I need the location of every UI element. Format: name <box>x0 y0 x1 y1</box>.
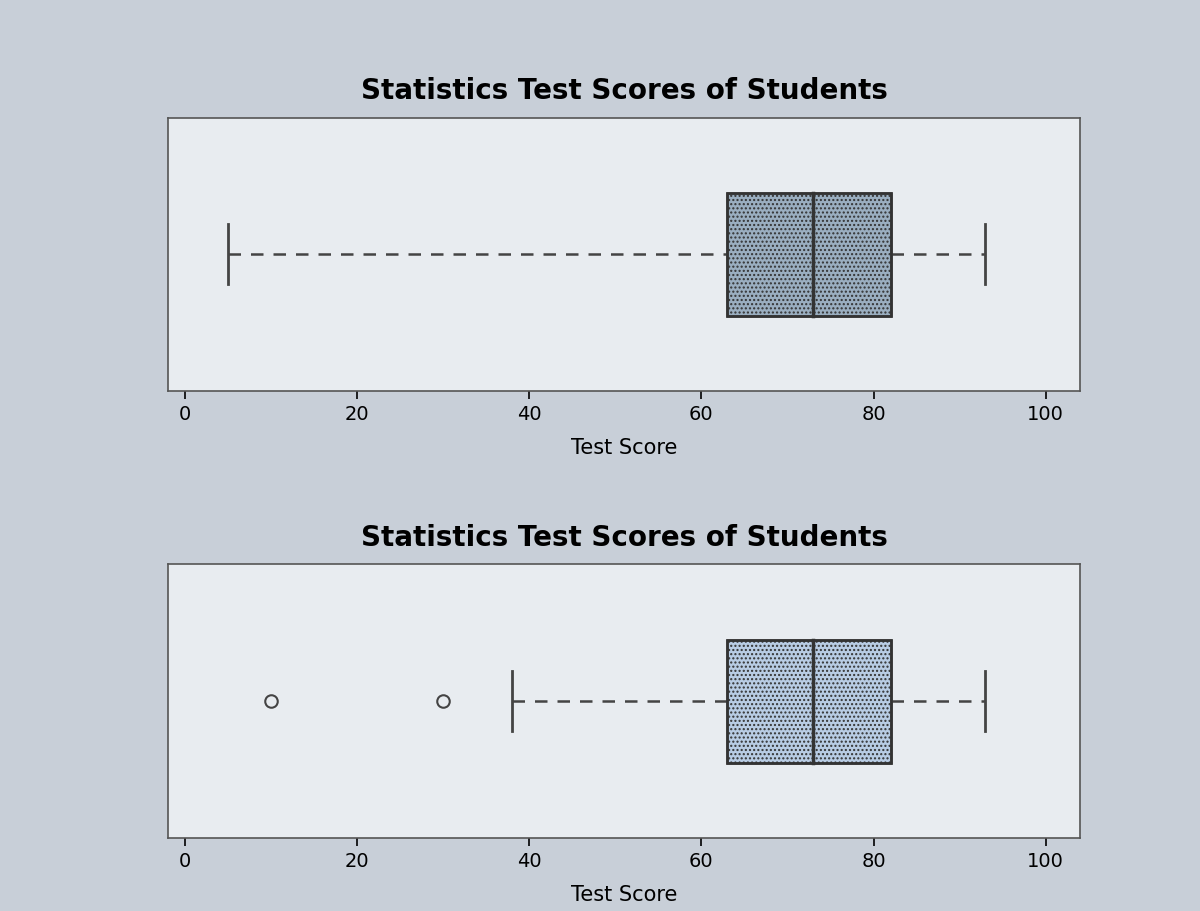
Title: Statistics Test Scores of Students: Statistics Test Scores of Students <box>360 524 888 551</box>
Bar <box>727 193 814 317</box>
Title: Statistics Test Scores of Students: Statistics Test Scores of Students <box>360 77 888 105</box>
X-axis label: Test Score: Test Score <box>571 885 677 904</box>
Bar <box>727 640 814 763</box>
Bar <box>727 193 890 317</box>
Bar <box>814 193 890 317</box>
X-axis label: Test Score: Test Score <box>571 438 677 457</box>
Bar <box>814 640 890 763</box>
Bar <box>727 640 890 763</box>
